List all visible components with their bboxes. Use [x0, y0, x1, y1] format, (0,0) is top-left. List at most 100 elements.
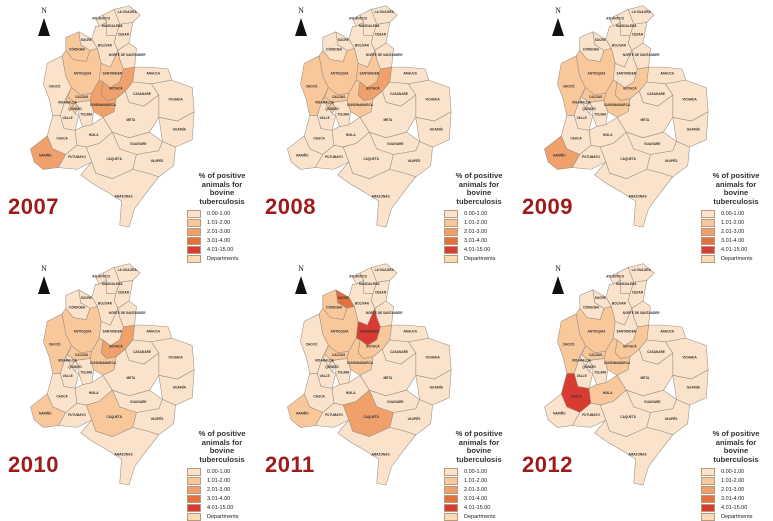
- legend-label: 1.01-2.00: [464, 219, 488, 226]
- department-label: CAUCA: [56, 395, 68, 399]
- department-label: ATLÁNTICO: [349, 16, 368, 21]
- legend-swatch: [444, 512, 458, 521]
- legend-swatch: [701, 467, 715, 476]
- department-label: LA GUAJIRA: [632, 10, 652, 14]
- legend-label: Departments: [207, 255, 239, 262]
- department-label: ANTIOQUIA: [331, 330, 349, 334]
- legend-title: % of positive animals for bovine tuberculos…: [455, 429, 503, 464]
- department-label: BOYACÁ: [366, 343, 380, 348]
- department-label: CASANARE: [647, 350, 665, 354]
- department-label: CHOCÓ: [49, 342, 61, 347]
- department-label: MAGDALENA: [359, 282, 380, 286]
- legend-label: 3.01-4.00: [721, 237, 745, 244]
- department-label: CHOCÓ: [563, 342, 575, 347]
- legend-item: Departments: [701, 254, 771, 263]
- legend-swatch: [444, 245, 458, 254]
- department-label: NARIÑO: [296, 410, 309, 415]
- north-label: N: [298, 264, 304, 273]
- legend-swatch: [187, 227, 201, 236]
- north-label: N: [41, 6, 47, 15]
- legend-item: 1.01-2.00: [701, 476, 771, 485]
- legend-label: 1.01-2.00: [721, 477, 745, 484]
- department-label: CUNDINAMARCA: [347, 103, 374, 107]
- north-arrow-icon: N: [36, 6, 52, 38]
- department-label: CUNDINAMARCA: [604, 103, 631, 107]
- department-label: NARIÑO: [39, 152, 52, 157]
- department-label: CHOCÓ: [306, 84, 318, 89]
- department-label: RISARALDA: [572, 100, 591, 104]
- department-label: MAGDALENA: [102, 282, 123, 286]
- department-label: NORTE DE SANTANDER: [623, 53, 660, 57]
- legend-item: 2.01-3.00: [187, 227, 257, 236]
- legend-label: 0.00-1.00: [721, 468, 745, 475]
- legend-label: 3.01-4.00: [207, 237, 231, 244]
- legend-swatch: [444, 467, 458, 476]
- year-label: 2007: [8, 194, 59, 219]
- department-label: CÓRDOBA: [326, 304, 343, 309]
- legend-label: 1.01-2.00: [207, 477, 231, 484]
- department-label: ATLÁNTICO: [92, 274, 111, 279]
- department-label: SUCRE: [338, 296, 349, 300]
- legend-label: 3.01-4.00: [464, 237, 488, 244]
- legend-label: 2.01-3.00: [721, 486, 745, 493]
- legend-swatch: [701, 209, 715, 218]
- department-label: LA GUAJIRA: [375, 268, 395, 272]
- department-label: CAUCA: [570, 137, 582, 141]
- department-label: ARAUCA: [146, 330, 160, 334]
- department-label: GUAINÍA: [687, 384, 701, 389]
- department-label: GUAVIARE: [387, 142, 403, 146]
- legend-title: % of positive animals for bovine tuberculos…: [455, 171, 503, 206]
- legend-label: 2.01-3.00: [207, 486, 231, 493]
- legend-swatch: [187, 503, 201, 512]
- department-label: GUAINÍA: [687, 126, 701, 131]
- department-label: LA GUAJIRA: [632, 268, 652, 272]
- department-label: GUAINÍA: [430, 126, 444, 131]
- department-label: CÓRDOBA: [583, 304, 600, 309]
- department-label: NARIÑO: [553, 410, 566, 415]
- department-label: ANTIOQUIA: [588, 330, 606, 334]
- department-label: SUCRE: [595, 296, 606, 300]
- department-label: HUILA: [346, 391, 356, 395]
- map-panel-2010: ATLÁNTICO MAGDALENA LA GUAJIRA CESAR BOLÍVAR…: [0, 258, 257, 521]
- department-label: VALLE: [577, 374, 587, 378]
- department-label: ATLÁNTICO: [349, 274, 368, 279]
- year-label: 2011: [265, 452, 315, 477]
- north-arrow-icon: N: [36, 264, 52, 296]
- legend-title: % of positive animals for bovine tuberculos…: [712, 429, 760, 464]
- department-label: ANTIOQUIA: [74, 72, 92, 76]
- department-label: HUILA: [603, 133, 613, 137]
- legend-label: 4.01-15.00: [721, 246, 748, 253]
- department-label: TOLIMA: [80, 112, 93, 116]
- legend-swatch: [444, 209, 458, 218]
- legend-label: 0.00-1.00: [207, 210, 231, 217]
- department-label: TOLIMA: [594, 370, 607, 374]
- legend-item: 4.01-15.00: [701, 503, 771, 512]
- department-label: SUCRE: [81, 38, 92, 42]
- colombia-map: ATLÁNTICO MAGDALENA LA GUAJIRA CESAR BOLÍVAR…: [30, 263, 195, 486]
- department-label: MAGDALENA: [616, 24, 637, 28]
- department-label: CASANARE: [390, 350, 408, 354]
- legend-label: 3.01-4.00: [721, 495, 745, 502]
- legend-item: 0.00-1.00: [187, 467, 257, 476]
- legend-swatch: [701, 227, 715, 236]
- department-label: VICHADA: [425, 98, 440, 102]
- legend-swatch: [701, 512, 715, 521]
- department-label: SANTANDER: [103, 330, 123, 334]
- department-label: ATLÁNTICO: [606, 16, 625, 21]
- department-label: QUINDÍO: [582, 364, 596, 369]
- department-label: MAGDALENA: [616, 282, 637, 286]
- department-label: CAQUETÁ: [106, 156, 122, 161]
- legend-swatch: [701, 503, 715, 512]
- department-label: HUILA: [89, 133, 99, 137]
- legend-swatch: [701, 236, 715, 245]
- department-label: CESAR: [375, 32, 387, 36]
- department-label: CASANARE: [133, 92, 151, 96]
- department-label: AMAZONAS: [114, 194, 132, 198]
- north-arrow-icon: N: [293, 6, 309, 38]
- legend-swatch: [444, 254, 458, 263]
- department-label: VAUPÉS: [408, 416, 421, 421]
- department-label: BOLÍVAR: [98, 301, 113, 306]
- legend-swatch: [701, 485, 715, 494]
- department-label: NARIÑO: [553, 152, 566, 157]
- department-label: CESAR: [118, 32, 130, 36]
